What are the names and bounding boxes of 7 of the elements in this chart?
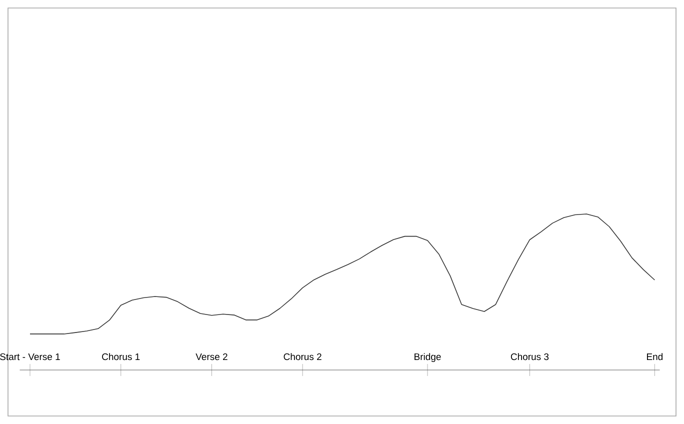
x-tick-label: Verse 2 bbox=[196, 353, 228, 360]
x-tick-label: Chorus 3 bbox=[510, 353, 549, 360]
x-tick-label: Chorus 1 bbox=[102, 353, 140, 360]
x-tick-label: End bbox=[647, 353, 663, 360]
x-tick-label: Bridge bbox=[414, 353, 441, 362]
x-tick-label: Start - Verse 1 bbox=[0, 353, 60, 360]
x-tick-label: Chorus 2 bbox=[284, 353, 322, 360]
